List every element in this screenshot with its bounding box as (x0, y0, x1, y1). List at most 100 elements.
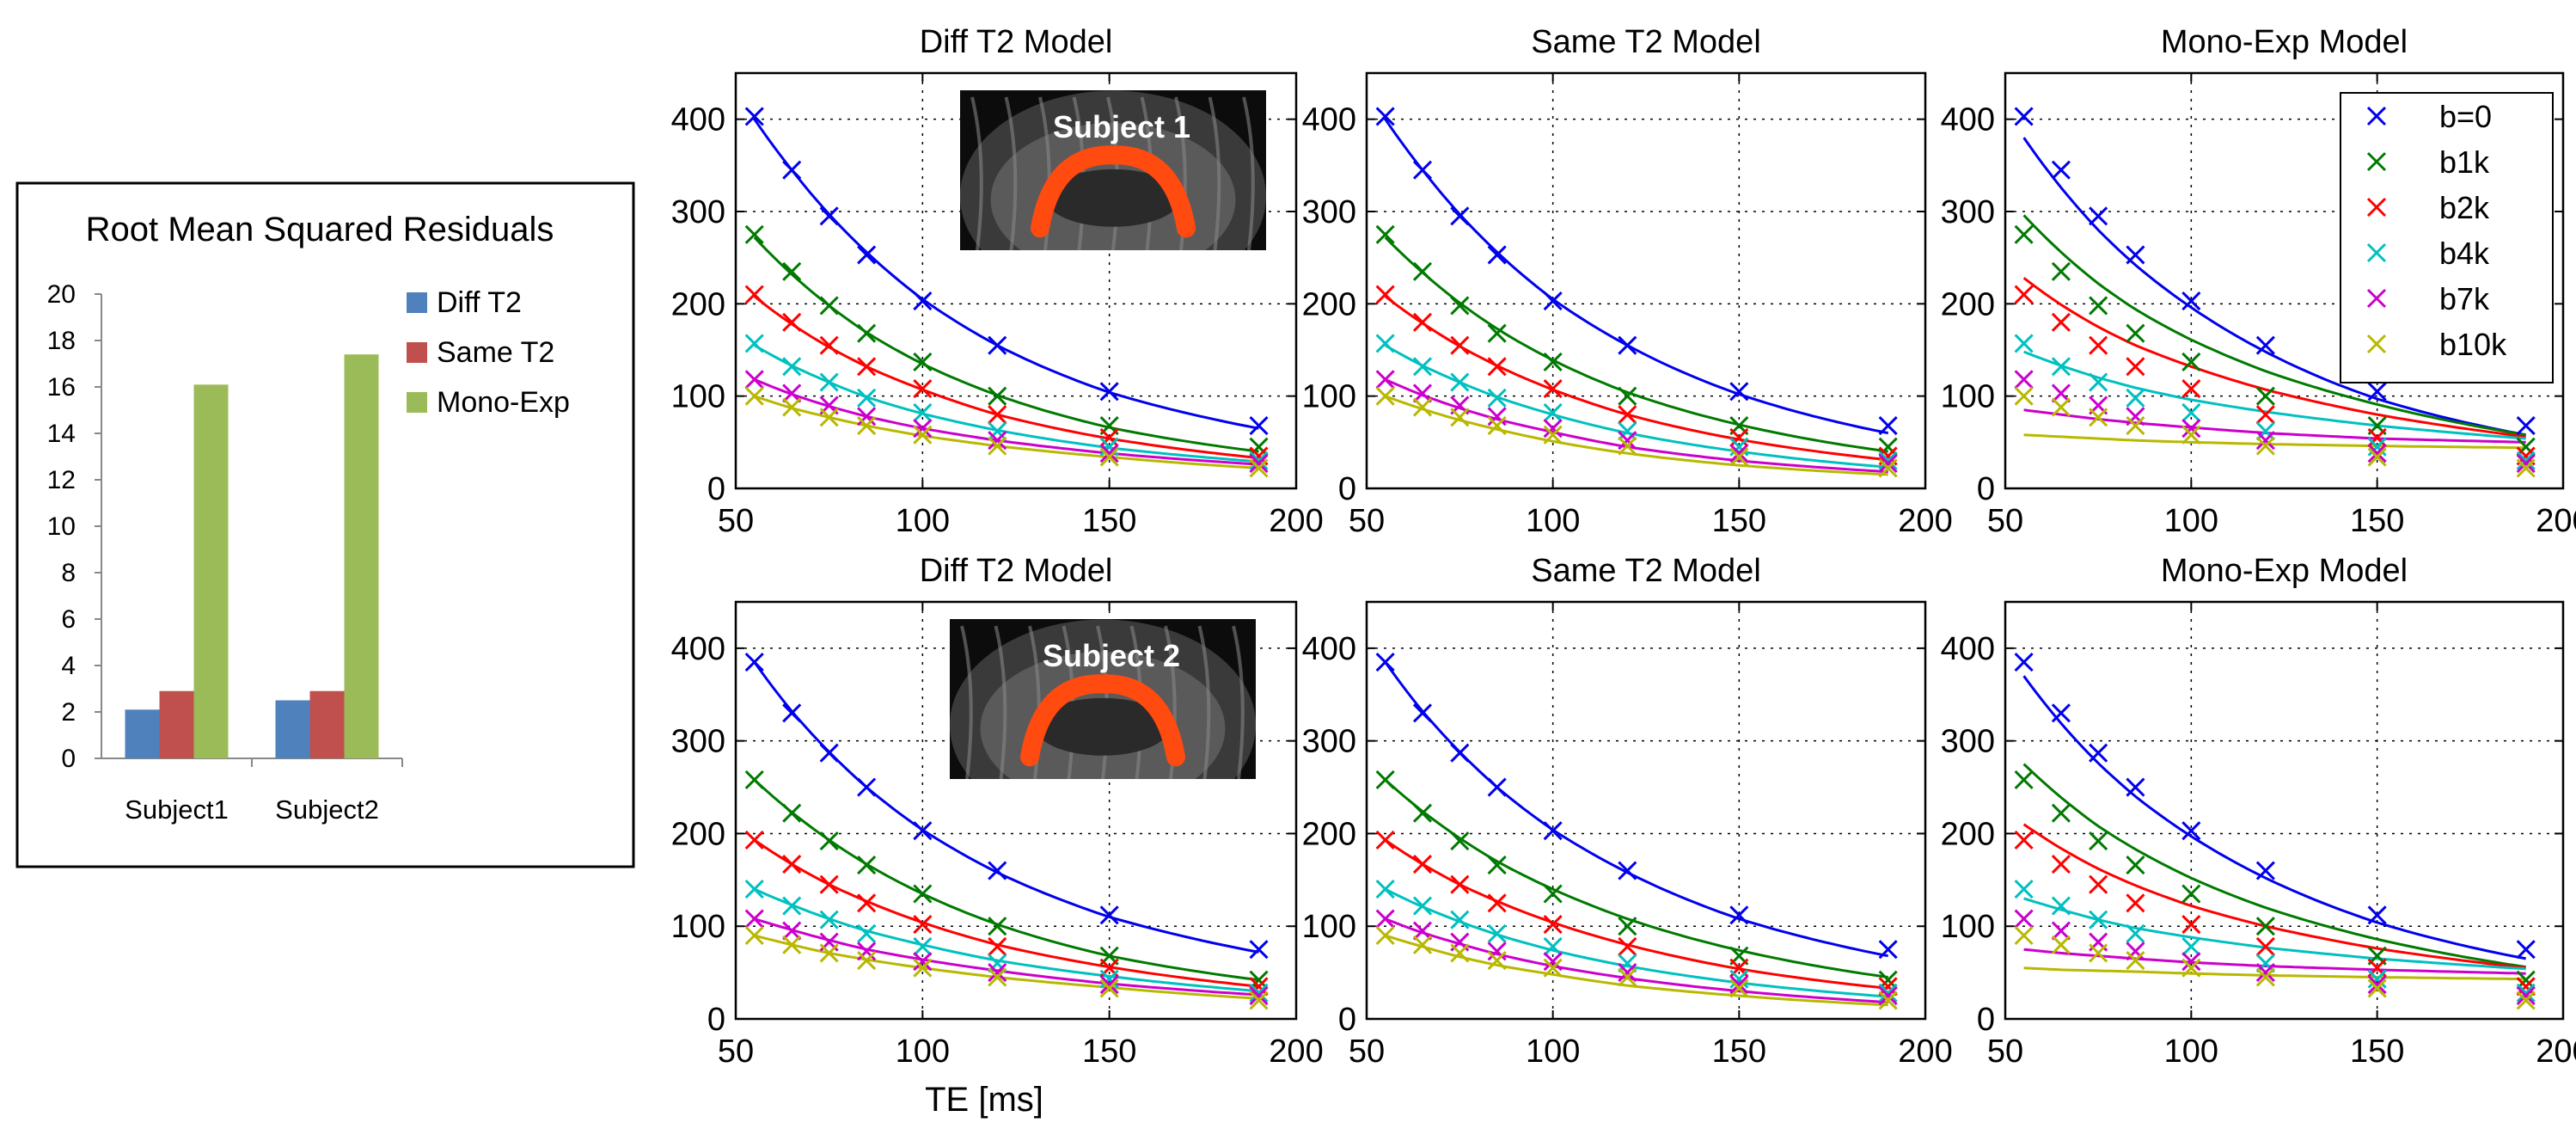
fit-curve-b0 (753, 661, 1259, 954)
panel-title: Diff T2 Model (920, 24, 1113, 60)
y-tick-label: 100 (1941, 379, 1995, 415)
data-point-b10k (2181, 958, 2201, 978)
fit-curve-b2k (753, 295, 1259, 460)
y-tick-label: 300 (1302, 724, 1356, 760)
bar-category-label: Subject1 (125, 794, 229, 825)
fit-curve-b0 (2022, 675, 2526, 960)
bar-diff-t2-subject2 (275, 700, 310, 758)
data-point-b10k (988, 436, 1007, 456)
data-point-b7k (913, 952, 933, 972)
x-tick-label: 100 (896, 503, 950, 539)
data-point-b0 (1099, 905, 1119, 925)
x-tick-label: 50 (718, 503, 754, 539)
data-point-b1k (2516, 437, 2536, 457)
data-point-b10k (819, 408, 839, 427)
data-point-b10k (2051, 397, 2071, 417)
bar-y-tick-label: 6 (61, 605, 76, 634)
legend-label: b7k (2439, 281, 2490, 316)
data-point-b2k (744, 285, 764, 304)
y-tick-label: 100 (671, 379, 725, 415)
bar-chart-frame (15, 181, 635, 868)
legend-marker (2366, 106, 2387, 126)
x-tick-label: 150 (1082, 503, 1136, 539)
x-tick-label: 100 (2164, 503, 2218, 539)
data-point-b7k (1412, 383, 1433, 403)
data-point-b1k (988, 917, 1007, 936)
data-point-b0 (2051, 703, 2071, 723)
bar-legend-label: Diff T2 (437, 286, 522, 319)
data-point-b4k (2126, 923, 2145, 943)
data-point-b10k (2255, 436, 2275, 456)
data-point-b1k (1450, 296, 1470, 316)
data-point-b2k (2255, 936, 2275, 956)
data-point-b7k (744, 370, 764, 390)
data-point-b0 (2255, 861, 2275, 880)
panel-title: Same T2 Model (1531, 24, 1761, 60)
fit-curve-b2k (753, 838, 1259, 988)
fit-curve-b10k (1385, 934, 1888, 1007)
data-point-b2k (913, 379, 933, 399)
plot-area (1367, 73, 1925, 488)
data-point-b7k (1487, 942, 1507, 961)
x-tick-label: 200 (1898, 1034, 1952, 1070)
data-point-b10k (2367, 447, 2387, 467)
data-point-b7k (1729, 444, 1749, 463)
data-point-b0 (2181, 821, 2201, 841)
y-tick-label: 300 (1302, 194, 1356, 230)
data-point-b2k (1487, 893, 1507, 913)
data-point-b7k (988, 431, 1007, 451)
data-point-b0 (988, 335, 1007, 355)
x-tick-label: 100 (1526, 503, 1580, 539)
data-point-b7k (2516, 453, 2536, 474)
data-point-b10k (1412, 397, 1433, 417)
data-point-b4k (2367, 969, 2387, 989)
data-point-b4k (1618, 954, 1637, 973)
data-point-b7k (913, 419, 933, 439)
legend-box (2340, 92, 2554, 383)
data-point-b4k (1543, 936, 1563, 956)
fit-curve-b7k (2023, 948, 2526, 975)
data-point-b0 (2516, 415, 2536, 436)
y-tick-label: 200 (1941, 286, 1995, 322)
data-point-b1k (1375, 770, 1395, 789)
panel-mono-exp-subject-1: Mono-Exp Model 50 100 150 200 0 100 200 300 400 b=… (1941, 24, 2576, 539)
data-point-b7k (2014, 909, 2034, 929)
data-point-b4k (2126, 388, 2145, 408)
data-point-b2k (2051, 854, 2071, 874)
data-point-b10k (1450, 408, 1470, 427)
data-point-b10k (2181, 425, 2201, 445)
data-point-b10k (2014, 386, 2034, 406)
x-axis-label: TE [ms] (925, 1081, 1043, 1119)
data-point-b0 (988, 861, 1007, 880)
data-point-b7k (857, 942, 877, 961)
fit-curve-b7k (1385, 917, 1888, 1004)
fit-curve-b7k (754, 377, 1259, 466)
data-point-b2k (2181, 915, 2201, 935)
data-point-b10k (1543, 958, 1563, 978)
data-point-b4k (1249, 983, 1269, 1003)
data-point-b7k (1543, 952, 1563, 972)
y-tick-label: 400 (671, 102, 725, 138)
data-point-b1k (819, 831, 839, 851)
data-point-b7k (2255, 431, 2275, 451)
legend-marker (2366, 334, 2387, 354)
data-point-b1k (782, 261, 802, 281)
data-point-b0 (2516, 940, 2536, 960)
data-point-b4k (2089, 372, 2108, 392)
data-point-b10k (819, 943, 839, 963)
data-point-b10k (2516, 458, 2536, 478)
data-point-b4k (2014, 880, 2034, 899)
data-point-b7k (2126, 407, 2145, 426)
data-point-b4k (1412, 896, 1433, 916)
fit-curve-b10k (754, 934, 1259, 1000)
x-tick-label: 100 (1526, 1034, 1580, 1070)
data-point-b0 (2014, 107, 2034, 126)
x-tick-label: 200 (1898, 503, 1952, 539)
data-point-b10k (1543, 425, 1563, 445)
data-point-b0 (744, 107, 764, 126)
data-point-b1k (988, 386, 1007, 406)
data-point-b1k (2051, 803, 2071, 823)
data-point-b7k (1878, 985, 1898, 1006)
x-tick-label: 150 (2350, 503, 2404, 539)
data-point-b10k (988, 967, 1007, 987)
